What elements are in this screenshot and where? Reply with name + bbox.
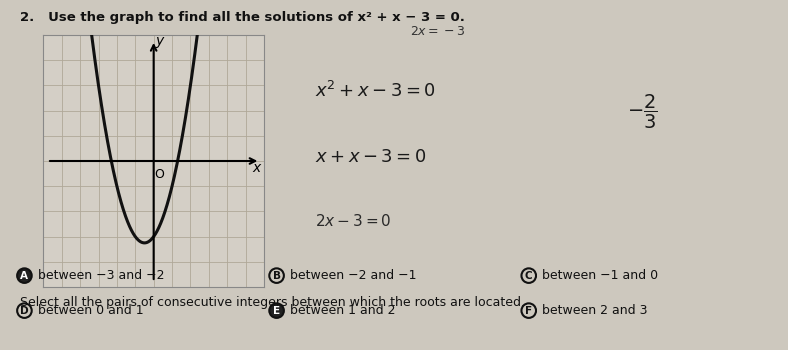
Text: C: C <box>525 271 533 281</box>
Text: between −1 and 0: between −1 and 0 <box>542 269 658 282</box>
Text: $2x=-3$: $2x=-3$ <box>410 25 465 38</box>
Text: A: A <box>20 271 28 281</box>
Text: 2.   Use the graph to find all the solutions of x² + x − 3 = 0.: 2. Use the graph to find all the solutio… <box>20 10 465 23</box>
Text: between −2 and −1: between −2 and −1 <box>290 269 417 282</box>
Text: between −3 and −2: between −3 and −2 <box>38 269 165 282</box>
Circle shape <box>17 268 32 283</box>
Text: $x+x-3=0$: $x+x-3=0$ <box>315 148 427 167</box>
Text: D: D <box>20 306 28 316</box>
Text: E: E <box>273 306 281 316</box>
Text: O: O <box>154 168 164 181</box>
Text: Select all the pairs of consecutive integers between which the roots are located: Select all the pairs of consecutive inte… <box>20 296 525 309</box>
Text: F: F <box>525 306 533 316</box>
Text: B: B <box>273 271 281 281</box>
Text: between 1 and 2: between 1 and 2 <box>290 304 396 317</box>
Circle shape <box>269 303 284 318</box>
Text: $2x-3=0$: $2x-3=0$ <box>315 212 392 229</box>
Text: x: x <box>252 161 261 175</box>
Text: $-\dfrac{2}{3}$: $-\dfrac{2}{3}$ <box>626 93 658 131</box>
Text: between 2 and 3: between 2 and 3 <box>542 304 648 317</box>
Text: $x^2+x-3=0$: $x^2+x-3=0$ <box>315 81 436 101</box>
Text: y: y <box>155 34 163 48</box>
Text: between 0 and 1: between 0 and 1 <box>38 304 143 317</box>
